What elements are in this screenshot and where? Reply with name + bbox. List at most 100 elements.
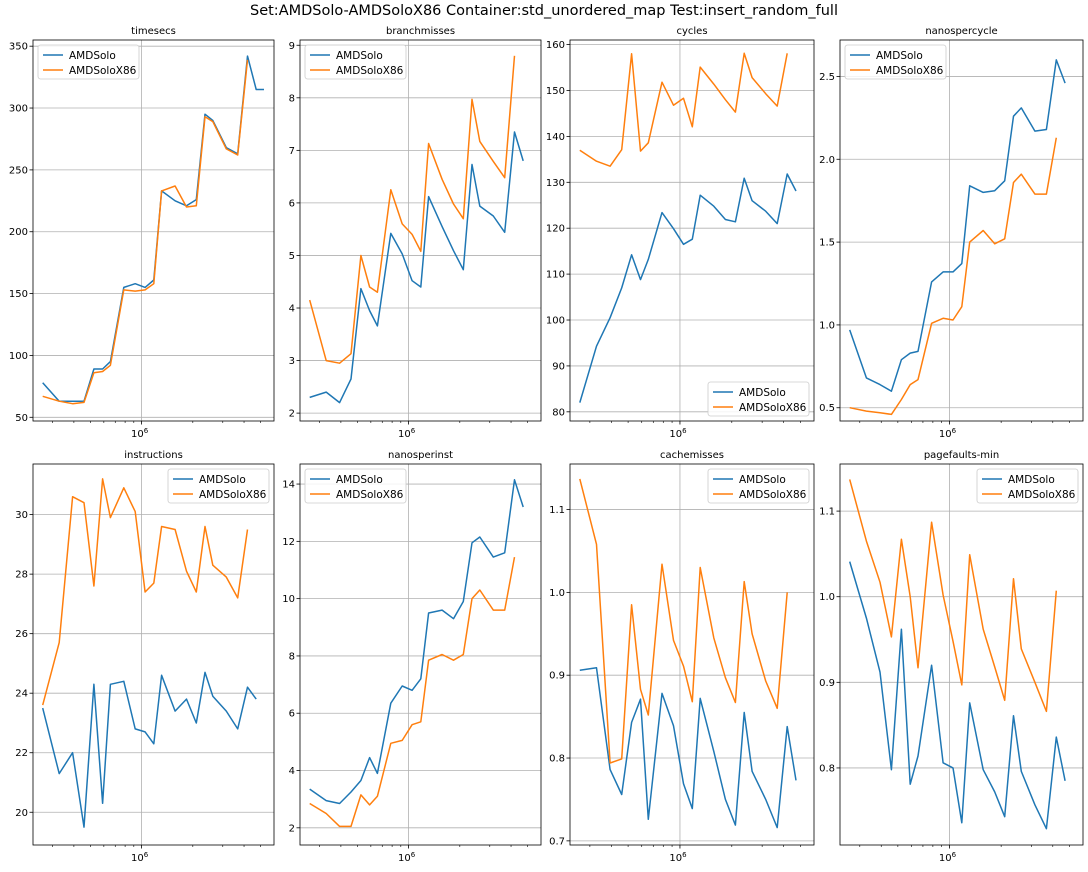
legend: AMDSolo AMDSoloX86 bbox=[976, 468, 1079, 504]
legend: AMDSolo AMDSoloX86 bbox=[707, 381, 810, 417]
legend: AMDSolo AMDSoloX86 bbox=[304, 468, 407, 504]
x-tick-exponent: 6 bbox=[144, 427, 149, 435]
y-tick-label: 50 bbox=[15, 413, 28, 424]
subplot-title: cycles bbox=[676, 26, 707, 37]
series-line-AMDSoloX86 bbox=[41, 478, 249, 706]
y-tick-label: 10 bbox=[282, 594, 295, 605]
y-tick-label: 28 bbox=[15, 570, 28, 581]
x-tick-label: 106 bbox=[669, 427, 687, 440]
y-tick-label: 1.0 bbox=[819, 592, 835, 603]
y-tick-label: 100 bbox=[546, 316, 565, 327]
subplot-timesecs: 10650100150200250300350timesecsAMDSoloAM… bbox=[9, 26, 275, 440]
subplot-title: instructions bbox=[124, 450, 183, 461]
legend-label-AMDSoloX86: AMDSoloX86 bbox=[739, 402, 807, 414]
y-tick-label: 120 bbox=[546, 224, 565, 235]
legend: AMDSolo AMDSoloX86 bbox=[37, 44, 140, 80]
axes-frame bbox=[299, 463, 542, 846]
legend-box bbox=[304, 44, 407, 80]
subplot-instructions: 106202224262830instructionsAMDSoloAMDSol… bbox=[15, 450, 275, 864]
y-tick-label: 20 bbox=[15, 808, 28, 819]
y-tick-label: 150 bbox=[546, 86, 565, 97]
y-tick-label: 80 bbox=[552, 407, 565, 418]
legend-label-AMDSoloX86: AMDSoloX86 bbox=[336, 489, 404, 501]
y-tick-label: 0.7 bbox=[549, 836, 565, 847]
legend-label-AMDSolo: AMDSolo bbox=[1008, 474, 1055, 486]
y-tick-label: 0.8 bbox=[819, 763, 835, 774]
subplot-nanospercycle: 1060.51.01.52.02.5nanospercycleAMDSoloAM… bbox=[819, 26, 1084, 440]
x-tick-exponent: 6 bbox=[682, 427, 687, 435]
y-tick-label: 4 bbox=[289, 766, 295, 777]
legend-box bbox=[976, 468, 1079, 504]
y-tick-label: 1.0 bbox=[549, 588, 565, 599]
legend: AMDSolo AMDSoloX86 bbox=[707, 468, 810, 504]
legend-label-AMDSolo: AMDSolo bbox=[336, 50, 383, 62]
legend-label-AMDSolo: AMDSolo bbox=[199, 474, 246, 486]
x-tick-label: 106 bbox=[398, 427, 416, 440]
y-tick-label: 1.0 bbox=[819, 320, 835, 331]
axes-frame bbox=[569, 463, 815, 846]
y-tick-label: 1.5 bbox=[819, 238, 835, 249]
y-tick-label: 150 bbox=[9, 289, 28, 300]
legend: AMDSolo AMDSoloX86 bbox=[167, 468, 270, 504]
y-tick-label: 2.0 bbox=[819, 155, 835, 166]
legend-label-AMDSoloX86: AMDSoloX86 bbox=[739, 489, 807, 501]
y-tick-label: 0.9 bbox=[819, 678, 835, 689]
series-line-AMDSoloX86 bbox=[308, 55, 516, 364]
y-tick-label: 2 bbox=[289, 823, 295, 834]
series-line-AMDSoloX86 bbox=[42, 59, 249, 405]
legend-label-AMDSoloX86: AMDSoloX86 bbox=[199, 489, 267, 501]
legend-box bbox=[707, 381, 810, 417]
x-tick-label: 106 bbox=[669, 851, 687, 864]
subplot-title: pagefaults-min bbox=[924, 450, 999, 461]
series-line-AMDSolo bbox=[309, 479, 524, 805]
legend-label-AMDSolo: AMDSolo bbox=[69, 50, 116, 62]
axes-frame bbox=[299, 39, 542, 422]
subplot-nanosperinst: 106 2 4 6 8 10 12 14 nanosperinst AMDSolo AMDSoloX… bbox=[282, 450, 542, 864]
y-tick-label: 250 bbox=[9, 165, 28, 176]
legend-box bbox=[37, 44, 140, 80]
figure-title: Set:AMDSolo-AMDSoloX86 Container:std_uno… bbox=[250, 3, 838, 19]
subplot-branchmisses: 106 2 3 4 5 6 7 8 9 branchmisses AMDSolo AMDSoloX86 bbox=[289, 26, 542, 440]
axes-frame bbox=[569, 39, 815, 422]
legend-box bbox=[707, 468, 810, 504]
legend-box bbox=[844, 44, 947, 80]
axes-frame bbox=[839, 463, 1084, 846]
x-tick-label: 106 bbox=[131, 851, 149, 864]
y-tick-label: 2.5 bbox=[819, 72, 835, 83]
x-tick-exponent: 6 bbox=[411, 851, 416, 859]
y-tick-label: 350 bbox=[9, 42, 28, 53]
x-tick-label: 106 bbox=[939, 851, 957, 864]
subplot-pagefaults-min: 106 0.8 0.9 1.0 1.1 pagefaults-min AMDSoloAMDS… bbox=[819, 450, 1084, 864]
y-tick-label: 5 bbox=[289, 251, 295, 262]
x-tick-exponent: 6 bbox=[411, 427, 416, 435]
axes-frame bbox=[32, 39, 275, 422]
y-tick-label: 8 bbox=[289, 651, 295, 662]
y-tick-label: 7 bbox=[289, 146, 295, 157]
x-tick-label: 106 bbox=[939, 427, 957, 440]
y-tick-label: 24 bbox=[15, 689, 28, 700]
y-tick-label: 130 bbox=[546, 178, 565, 189]
subplot-cachemisses: 1060.70.80.91.01.1cachemissesAMDSoloAMDS… bbox=[549, 450, 815, 864]
y-tick-label: 6 bbox=[289, 198, 295, 209]
legend-label-AMDSolo: AMDSolo bbox=[876, 50, 923, 62]
series-line-AMDSolo bbox=[579, 667, 797, 829]
subplot-title: cachemisses bbox=[660, 450, 724, 461]
legend: AMDSolo AMDSoloX86 bbox=[304, 44, 407, 80]
y-tick-label: 1.1 bbox=[549, 505, 565, 516]
y-tick-label: 200 bbox=[9, 227, 28, 238]
y-tick-label: 1.1 bbox=[819, 507, 835, 518]
x-tick-exponent: 6 bbox=[682, 851, 687, 859]
legend-label-AMDSolo: AMDSolo bbox=[336, 474, 383, 486]
x-tick-label: 106 bbox=[398, 851, 416, 864]
legend-box bbox=[304, 468, 407, 504]
y-tick-label: 0.8 bbox=[549, 754, 565, 765]
y-tick-label: 2 bbox=[289, 409, 295, 420]
y-tick-label: 9 bbox=[289, 41, 295, 52]
series-line-AMDSoloX86 bbox=[579, 52, 788, 167]
y-tick-label: 0.5 bbox=[819, 403, 835, 414]
subplot-title: nanospercycle bbox=[925, 26, 997, 37]
x-tick-label: 106 bbox=[131, 427, 149, 440]
series-line-AMDSolo bbox=[41, 671, 257, 828]
axes-frame bbox=[839, 39, 1084, 422]
series-line-AMDSoloX86 bbox=[849, 137, 1058, 416]
